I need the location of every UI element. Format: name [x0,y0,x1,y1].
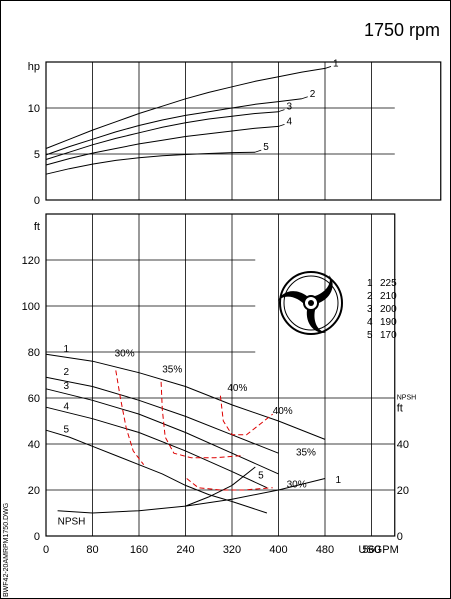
legend-diameter: 190 [380,317,397,328]
power-y-tick-label: 0 [34,195,40,207]
head-curve-1 [45,353,326,440]
head-y-tick-label: 0 [34,531,40,543]
power-curve-label: 2 [310,89,316,100]
npsh-tick-label: 0 [397,531,403,543]
curve-label: 1 [63,344,69,355]
power-curve-5 [45,151,256,175]
efficiency-label: 30% [287,480,307,491]
power-leader [278,109,285,113]
head-curve-3 [45,388,279,475]
head-y-tick-label: 80 [28,347,40,359]
power-curve-label: 1 [333,58,339,69]
legend-curve-number: 1 [367,278,373,289]
head-curve-4 [45,406,268,489]
npsh-axis-unit: ft [397,403,403,415]
head-y-tick-label: 20 [28,485,40,497]
legend-curve-number: 4 [367,317,373,328]
legend-curve-number: 2 [367,291,373,302]
head-curve-npsh-5 [185,466,256,507]
efficiency-label: 35% [162,365,182,376]
power-leader [278,124,285,127]
power-curve-1 [45,67,326,149]
head-y-axis-label: ft [34,221,40,233]
rpm-label: 1750 rpm [364,20,440,40]
x-tick-label: 320 [223,544,241,556]
legend-diameter: 225 [380,278,397,289]
legend-curve-number: 5 [367,330,373,341]
head-y-tick-label: 120 [22,255,40,267]
head-y-tick-label: 100 [22,301,40,313]
x-tick-label: 80 [86,544,98,556]
efficiency-curve-35 [160,381,244,459]
head-plot-area [45,213,396,537]
curve-label: 2 [63,367,69,378]
power-leader [324,66,332,69]
drawing-id: BWF42-20AMRPM1750.DWG [3,503,10,597]
power-leader [301,96,308,100]
efficiency-curve-30-low [186,478,273,491]
head-curve-5 [45,429,268,514]
curve-label: NPSH [58,517,86,528]
power-curve-label: 4 [287,116,293,127]
efficiency-curve-40 [219,395,274,436]
efficiency-label: 40% [273,406,293,417]
power-y-tick-label: 10 [28,103,40,115]
efficiency-label: 30% [115,349,135,360]
power-curve-label: 3 [287,102,293,113]
x-tick-label: 400 [269,544,287,556]
x-tick-label: 160 [130,544,148,556]
head-y-tick-label: 60 [28,393,40,405]
x-axis-label: USGPM [358,544,398,556]
power-panel: 0 5 10 hp 1 2 3 4 5 [28,58,442,207]
curve-label: 4 [63,402,69,413]
x-tick-label: 560 [362,544,380,556]
legend-diameter: 170 [380,330,397,341]
legend-curve-number: 3 [367,304,373,315]
power-curve-2 [45,98,302,156]
x-tick-label: 0 [43,544,49,556]
power-curve-4 [45,125,279,166]
efficiency-label: 40% [227,383,247,394]
npsh-tick-label: 20 [397,485,409,497]
npsh-tick-label: 40 [397,439,409,451]
curve-label: 5 [258,471,264,482]
x-tick-label: 480 [316,544,334,556]
efficiency-curve-30 [115,370,145,466]
power-y-tick-label: 5 [34,149,40,161]
power-leader [255,149,262,153]
legend-diameter: 210 [380,291,397,302]
x-tick-label: 240 [176,544,194,556]
impeller-legend: 1 225 2 210 3 200 4 190 5 170 [367,278,397,341]
curve-label: 3 [63,381,69,392]
legend-diameter: 200 [380,304,397,315]
power-y-axis-label: hp [28,61,40,73]
efficiency-label: 35% [296,448,316,459]
curve-label: 5 [63,425,69,436]
power-curve-3 [45,111,279,160]
power-curve-label: 5 [263,142,269,153]
curve-label: 1 [335,475,341,486]
power-plot-area [45,61,442,201]
impeller-icon [277,271,343,335]
npsh-axis-title: NPSH [397,395,416,402]
head-y-tick-label: 40 [28,439,40,451]
